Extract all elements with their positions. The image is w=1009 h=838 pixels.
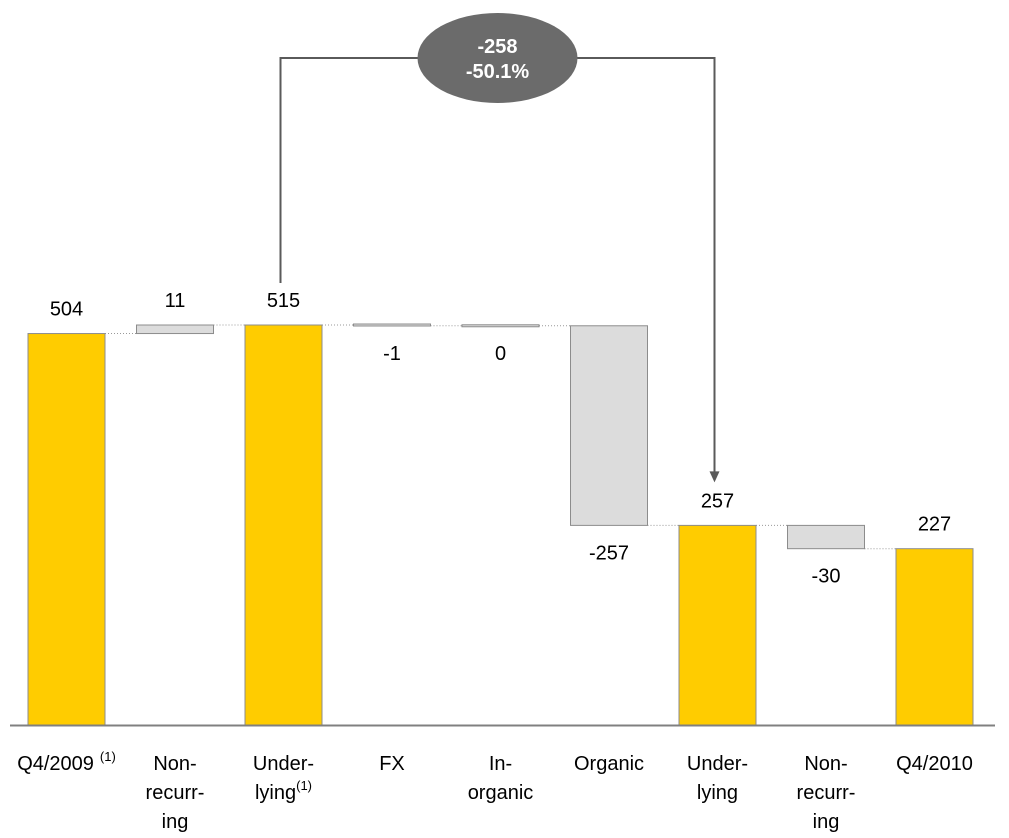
bar-1 bbox=[27, 333, 106, 726]
connector-lines bbox=[105, 324, 896, 550]
value-label-2: 11 bbox=[165, 290, 186, 312]
comparison-value-label: -258 bbox=[477, 36, 517, 58]
category-label-3: Under-lying(1) bbox=[253, 753, 314, 804]
comparison-bubble bbox=[417, 13, 578, 103]
bar-3 bbox=[244, 324, 323, 726]
bar-2 bbox=[136, 324, 214, 335]
category-label-2: Non-recurr-ing bbox=[146, 753, 205, 833]
category-label-1: Q4/2009 (1) bbox=[17, 749, 116, 775]
bars-group bbox=[27, 323, 974, 726]
comparison-arrowhead bbox=[709, 471, 720, 483]
value-label-5: 0 bbox=[495, 343, 506, 365]
comparison-annotation: -258 -50.1% bbox=[279, 13, 720, 483]
comparison-bracket bbox=[279, 57, 716, 473]
comparison-percent-label: -50.1% bbox=[466, 61, 530, 83]
value-label-4: -1 bbox=[383, 343, 401, 365]
bar-6 bbox=[570, 325, 648, 526]
value-label-6: -257 bbox=[589, 542, 629, 564]
value-label-9: 227 bbox=[918, 514, 951, 536]
bar-7 bbox=[678, 524, 757, 726]
category-label-6: Organic bbox=[574, 753, 644, 775]
value-labels-group: 504 11 515 -1 0 -257 257 -30 227 bbox=[50, 290, 951, 588]
bar-9 bbox=[895, 548, 974, 726]
value-label-1: 504 bbox=[50, 299, 83, 321]
value-label-3: 515 bbox=[267, 290, 300, 312]
category-label-7: Under-lying bbox=[687, 753, 748, 804]
bar-5 bbox=[461, 324, 540, 328]
category-labels-group: Q4/2009 (1) Non-recurr-ing Under-lying(1) FX… bbox=[17, 749, 973, 833]
category-label-5: In-organic bbox=[468, 753, 534, 804]
bar-8 bbox=[787, 524, 865, 550]
bar-4 bbox=[353, 323, 431, 327]
category-label-4: FX bbox=[379, 753, 405, 775]
category-label-9: Q4/2010 bbox=[896, 753, 973, 775]
category-label-8: Non-recurr-ing bbox=[797, 753, 856, 833]
value-label-8: -30 bbox=[812, 566, 841, 588]
value-label-7: 257 bbox=[701, 490, 734, 512]
